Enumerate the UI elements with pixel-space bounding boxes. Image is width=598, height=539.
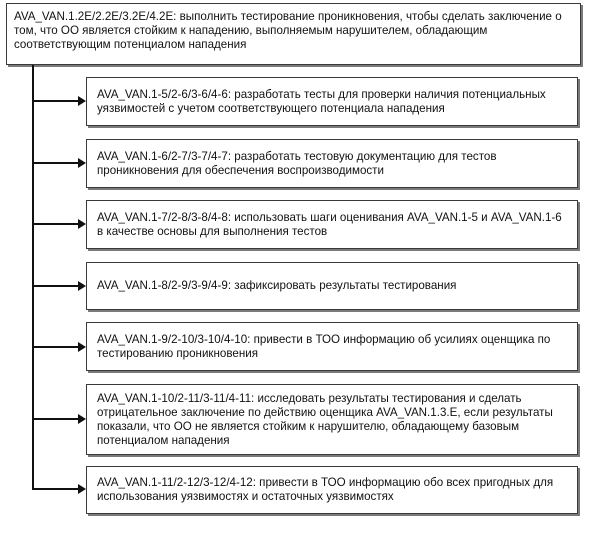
arrowhead-3 [78, 219, 86, 229]
branch-line-2 [32, 162, 80, 164]
step-box-6: AVA_VAN.1-10/2-11/3-11/4-11: исследовать… [86, 384, 578, 455]
top-box-text: AVA_VAN.1.2E/2.2E/3.2E/4.2E: выполнить т… [14, 10, 562, 51]
step-box-6-text: AVA_VAN.1-10/2-11/3-11/4-11: исследовать… [97, 391, 553, 447]
arrowhead-5 [78, 342, 86, 352]
arrowhead-2 [78, 158, 86, 168]
branch-line-5 [32, 346, 80, 348]
branch-line-3 [32, 223, 80, 225]
top-box: AVA_VAN.1.2E/2.2E/3.2E/4.2E: выполнить т… [6, 3, 581, 65]
arrowhead-1 [78, 96, 86, 106]
step-box-2-text: AVA_VAN.1-6/2-7/3-7/4-7: разработать тес… [97, 149, 497, 177]
step-box-1: AVA_VAN.1-5/2-6/3-6/4-6: разработать тес… [86, 77, 578, 126]
arrowhead-4 [78, 281, 86, 291]
branch-line-6 [32, 418, 80, 420]
step-box-1-text: AVA_VAN.1-5/2-6/3-6/4-6: разработать тес… [97, 87, 546, 115]
branch-line-1 [32, 100, 80, 102]
trunk-line [32, 65, 34, 489]
step-box-2: AVA_VAN.1-6/2-7/3-7/4-7: разработать тес… [86, 139, 578, 188]
step-box-7: AVA_VAN.1-11/2-12/3-12/4-12: привести в … [86, 466, 578, 514]
arrowhead-6 [78, 414, 86, 424]
step-box-7-text: AVA_VAN.1-11/2-12/3-12/4-12: привести в … [97, 476, 554, 503]
branch-line-7 [32, 488, 80, 490]
arrowhead-7 [78, 484, 86, 494]
step-box-3: AVA_VAN.1-7/2-8/3-8/4-8: использовать ша… [86, 200, 578, 249]
step-box-4-text: AVA_VAN.1-8/2-9/3-9/4-9: зафиксировать р… [97, 279, 457, 292]
step-box-5: AVA_VAN.1-9/2-10/3-10/4-10: привести в Т… [86, 322, 578, 371]
step-box-4: AVA_VAN.1-8/2-9/3-9/4-9: зафиксировать р… [86, 262, 578, 310]
step-box-3-text: AVA_VAN.1-7/2-8/3-8/4-8: использовать ша… [97, 210, 562, 238]
step-box-5-text: AVA_VAN.1-9/2-10/3-10/4-10: привести в Т… [97, 332, 551, 360]
branch-line-4 [32, 285, 80, 287]
